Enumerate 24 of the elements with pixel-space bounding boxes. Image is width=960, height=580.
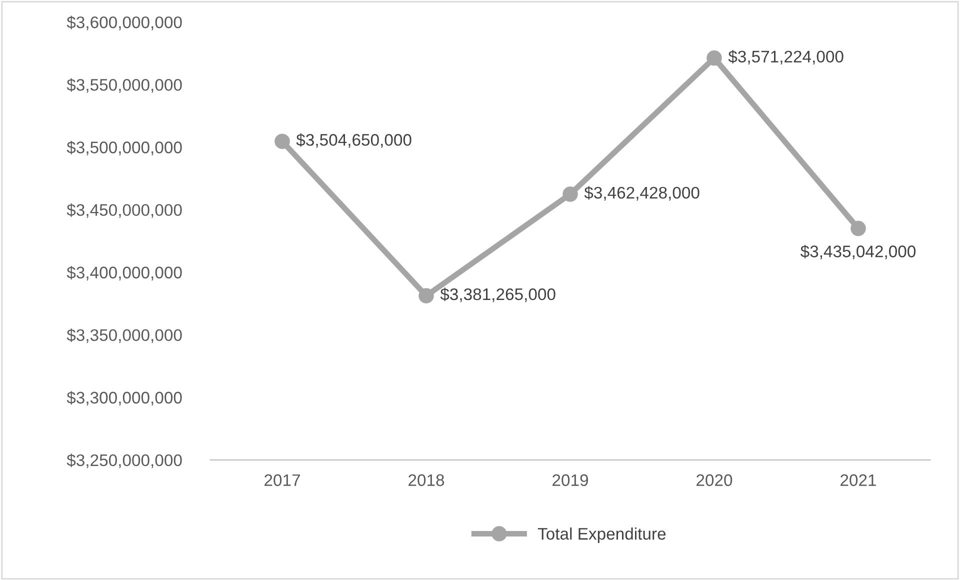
y-tick-label: $3,450,000,000 (66, 203, 182, 218)
y-tick-label: $3,250,000,000 (66, 454, 182, 468)
data-label: $3,504,650,000 (296, 133, 412, 148)
x-tick-label: 2019 (552, 474, 588, 486)
y-tick-label: $3,550,000,000 (66, 78, 182, 93)
y-tick-label: $3,500,000,000 (66, 140, 182, 156)
y-tick-label: $3,600,000,000 (66, 16, 182, 30)
x-tick-label: 2018 (408, 474, 444, 486)
x-tick-label: 2017 (264, 474, 300, 486)
legend-label: Total Expenditure (538, 527, 666, 544)
data-label: $3,571,224,000 (728, 50, 844, 64)
point (418, 288, 434, 304)
data-label: $3,381,265,000 (440, 288, 556, 302)
x-tick-label: 2021 (840, 474, 876, 486)
data-label: $3,435,042,000 (800, 244, 916, 260)
x-tick-label: 2020 (696, 474, 732, 486)
y-tick-label: $3,400,000,000 (66, 266, 182, 280)
point (274, 134, 290, 149)
point (850, 220, 866, 236)
y-tick-label: $3,300,000,000 (66, 391, 182, 406)
data-label: $3,462,428,000 (584, 186, 700, 201)
point (706, 50, 722, 66)
point (562, 186, 578, 202)
y-tick-label: $3,350,000,000 (66, 328, 182, 343)
